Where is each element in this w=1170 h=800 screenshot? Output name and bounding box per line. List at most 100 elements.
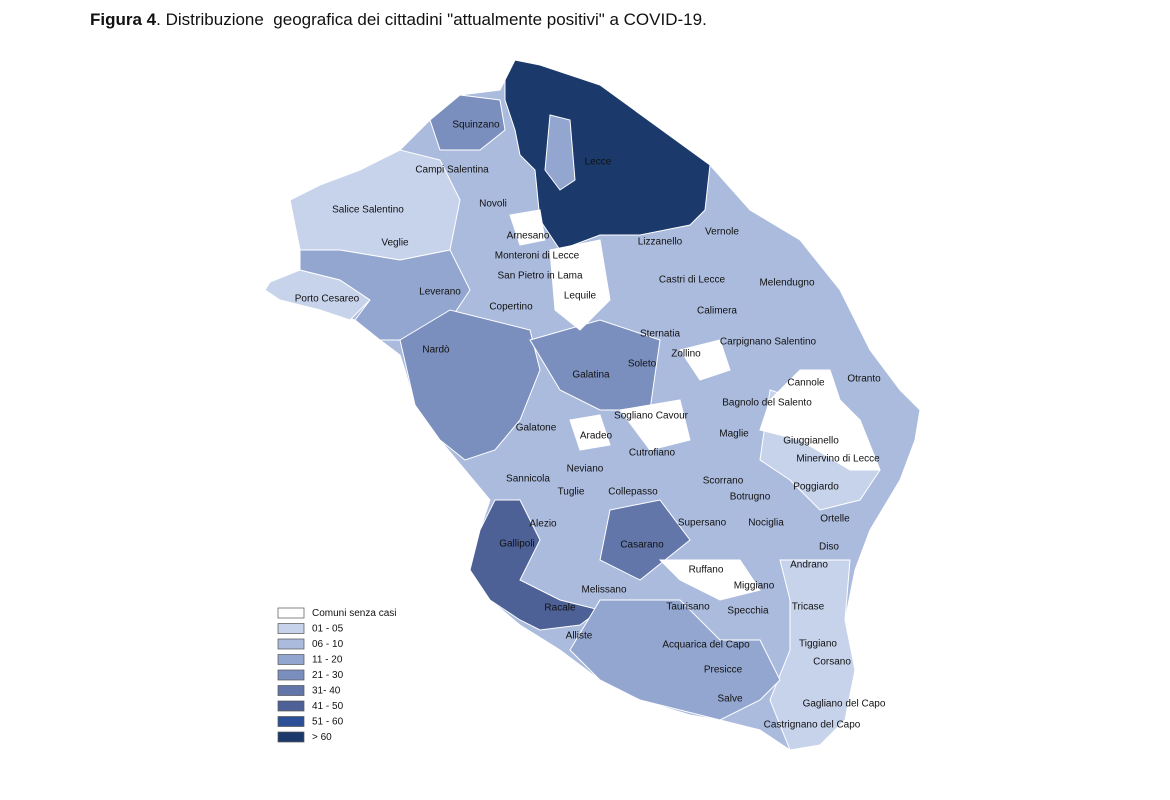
place-label: Diso <box>819 542 839 553</box>
municipality-area <box>658 559 761 601</box>
municipality-area <box>549 239 611 331</box>
place-label: Novoli <box>479 199 507 210</box>
municipality-area <box>544 114 576 191</box>
legend-swatch <box>277 685 305 696</box>
legend-label: 06 - 10 <box>312 639 344 650</box>
place-label: Cutrofiano <box>629 448 676 459</box>
place-label: Gagliano del Capo <box>803 699 886 710</box>
place-label: Veglie <box>381 238 409 249</box>
caption: Figura 4. Distribuzione geografica dei c… <box>90 10 707 30</box>
place-label: Andrano <box>790 560 828 571</box>
place-label: Soleto <box>628 359 657 370</box>
place-label: Racale <box>544 603 576 614</box>
place-label: Alliste <box>566 631 593 642</box>
legend-swatch <box>277 716 305 727</box>
place-label: Zollino <box>671 349 701 360</box>
legend: Comuni senza casi 01 - 05 06 - 10 11 - 20 21… <box>277 607 396 743</box>
legend-label: 01 - 05 <box>312 624 344 635</box>
place-label: Sogliano Cavour <box>614 411 689 422</box>
legend-swatch <box>277 607 305 619</box>
place-label: Poggiardo <box>793 482 839 493</box>
place-label: Sternatia <box>640 329 680 340</box>
municipality-area <box>769 559 856 751</box>
legend-label: > 60 <box>312 732 332 743</box>
place-label: Ortelle <box>820 514 850 525</box>
map-labels: Squinzano Campi Salentina Lecce Salice Sale… <box>295 120 886 731</box>
map-shapes <box>264 59 921 751</box>
place-label: Scorrano <box>703 476 744 487</box>
place-label: Gallipoli <box>499 539 535 550</box>
legend-swatch <box>277 731 305 743</box>
place-label: Galatone <box>516 423 557 434</box>
legend-label: 31- 40 <box>312 686 341 697</box>
place-label: Specchia <box>727 606 769 617</box>
place-label: Calimera <box>697 306 737 317</box>
municipality-area <box>619 399 691 451</box>
place-label: Acquarica del Capo <box>662 640 750 651</box>
place-label: Castri di Lecce <box>659 275 726 286</box>
place-label: Campi Salentina <box>415 165 489 176</box>
place-label: Porto Cesareo <box>295 294 360 305</box>
place-label: Supersano <box>678 518 727 529</box>
place-label: Minervino di Lecce <box>796 454 880 465</box>
municipality-area <box>469 499 602 631</box>
municipality-area <box>509 209 546 246</box>
legend-label: Comuni senza casi <box>312 608 396 619</box>
municipality-area <box>569 414 611 451</box>
place-label: Cannole <box>787 378 825 389</box>
place-label: Leverano <box>419 287 461 298</box>
caption-text: . Distribuzione geografica dei cittadini… <box>156 10 707 29</box>
legend-label: 11 - 20 <box>312 655 343 666</box>
place-label: Melissano <box>581 585 626 596</box>
legend-label: 51 - 60 <box>312 717 344 728</box>
place-label: Neviano <box>567 464 604 475</box>
place-label: Carpignano Salentino <box>720 337 817 348</box>
place-label: Presicce <box>704 665 743 676</box>
municipality-area <box>759 369 881 471</box>
place-label: Lizzanello <box>638 237 683 248</box>
place-label: Casarano <box>620 540 664 551</box>
place-label: Arnesano <box>507 231 550 242</box>
municipality-area <box>399 309 541 461</box>
place-label: Tuglie <box>558 487 585 498</box>
place-label: Castrignano del Capo <box>764 720 861 731</box>
place-label: Nociglia <box>748 518 784 529</box>
place-label: San Pietro in Lama <box>497 271 582 282</box>
place-label: Squinzano <box>452 120 500 131</box>
place-label: Nardò <box>422 345 450 356</box>
place-label: Galatina <box>572 370 610 381</box>
place-label: Botrugno <box>730 492 771 503</box>
place-label: Otranto <box>847 374 881 385</box>
legend-swatch <box>277 669 305 681</box>
legend-label: 41 - 50 <box>312 701 344 712</box>
municipality-area <box>429 94 506 151</box>
place-label: Miggiano <box>734 581 775 592</box>
municipality-area <box>569 599 781 721</box>
place-label: Giuggianello <box>783 436 839 447</box>
place-label: Monteroni di Lecce <box>495 251 580 262</box>
place-label: Maglie <box>719 429 749 440</box>
legend-swatch <box>277 638 305 650</box>
place-label: Taurisano <box>666 602 710 613</box>
place-label: Salice Salentino <box>332 205 404 216</box>
place-label: Tricase <box>792 602 825 613</box>
municipality-area <box>679 339 731 381</box>
place-label: Corsano <box>813 657 851 668</box>
place-label: Lequile <box>564 291 597 302</box>
place-label: Aradeo <box>580 431 613 442</box>
place-label: Collepasso <box>608 487 658 498</box>
place-label: Alezio <box>529 519 557 530</box>
legend-swatch <box>277 700 305 712</box>
legend-swatch <box>277 654 305 665</box>
legend-label: 21 - 30 <box>312 670 344 681</box>
place-label: Sannicola <box>506 474 550 485</box>
place-label: Vernole <box>705 227 739 238</box>
place-label: Melendugno <box>759 278 814 289</box>
municipality-area <box>504 59 711 251</box>
place-label: Tiggiano <box>799 639 837 650</box>
place-label: Copertino <box>489 302 533 313</box>
place-label: Ruffano <box>689 565 724 576</box>
place-label: Salve <box>717 694 742 705</box>
